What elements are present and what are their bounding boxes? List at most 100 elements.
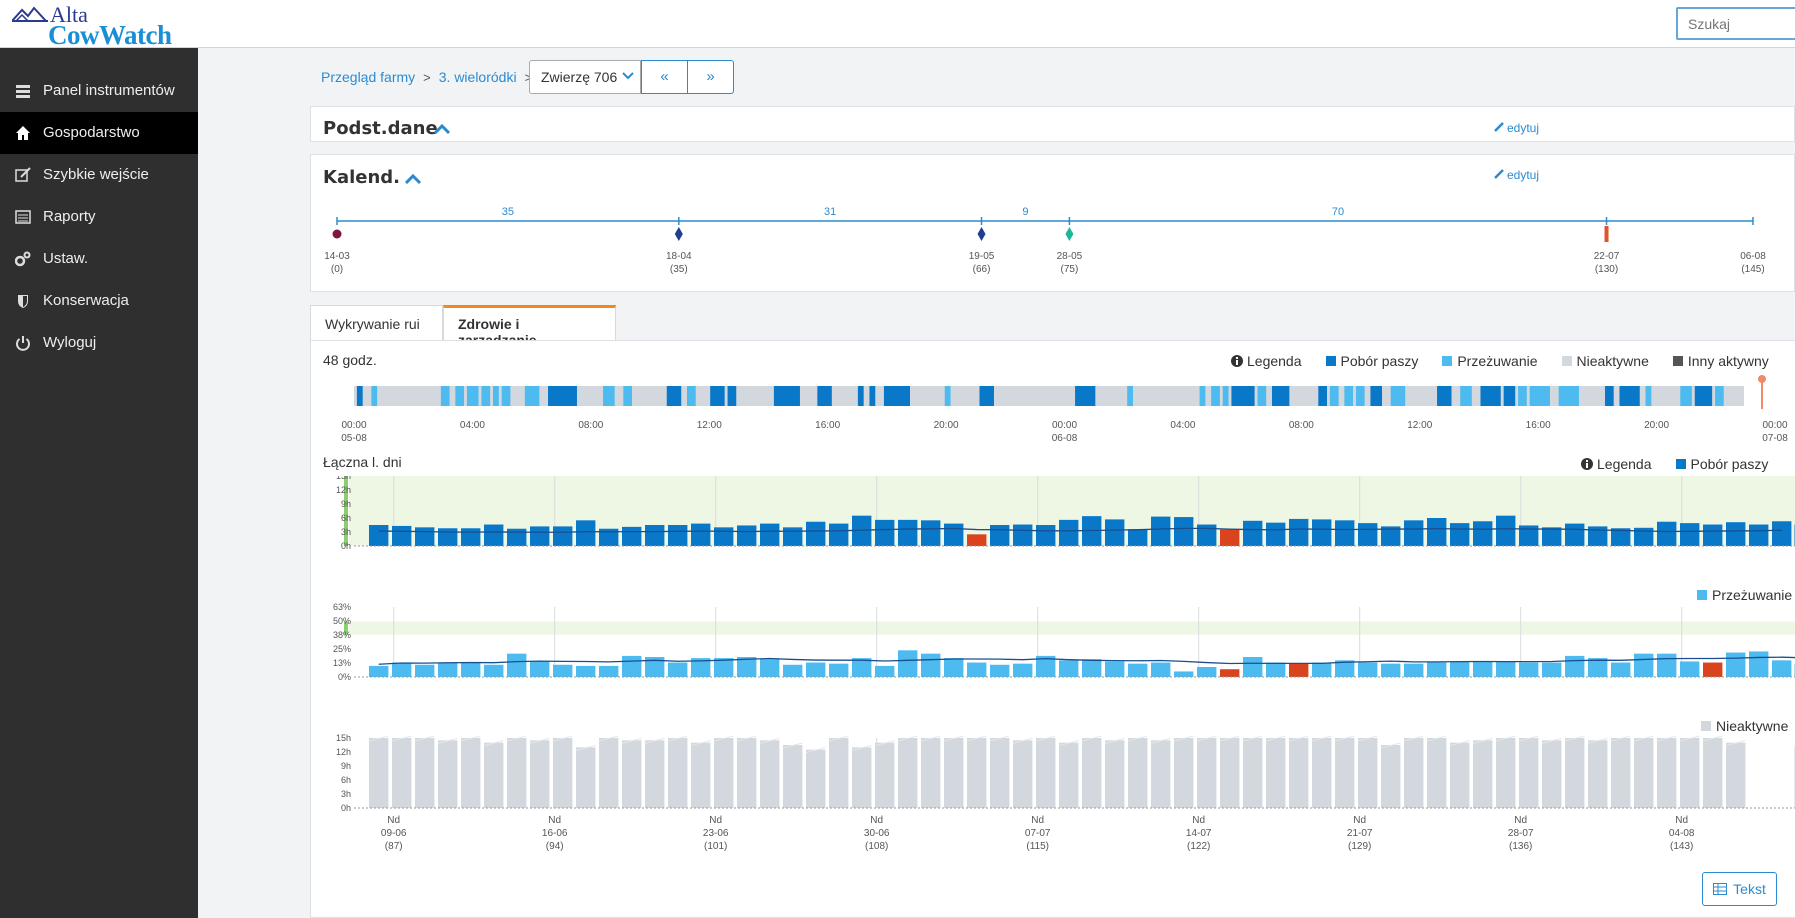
daily-bar[interactable] — [1174, 671, 1194, 677]
daily-bar[interactable] — [622, 655, 642, 677]
daily-bar[interactable] — [1289, 518, 1309, 546]
daily-bar[interactable] — [1404, 663, 1424, 677]
daily-bar[interactable] — [1680, 523, 1700, 546]
daily-bar[interactable] — [645, 525, 665, 546]
daily-bar[interactable] — [622, 526, 642, 546]
daily-bar[interactable] — [714, 738, 734, 808]
daily-bar[interactable] — [415, 664, 435, 677]
daily-bar[interactable] — [944, 738, 964, 808]
daily-bar[interactable] — [1013, 663, 1033, 677]
sidebar-item-reports[interactable]: Raporty — [0, 196, 198, 238]
daily-bar[interactable] — [1036, 738, 1056, 808]
daily-bar[interactable] — [576, 747, 596, 808]
search-input[interactable] — [1676, 7, 1795, 40]
daily-bar[interactable] — [1749, 651, 1769, 677]
daily-bar[interactable] — [760, 659, 780, 677]
daily-bar[interactable] — [1565, 738, 1585, 808]
sidebar-item-farm[interactable]: Gospodarstwo — [0, 112, 198, 154]
daily-bar[interactable] — [461, 738, 481, 808]
daily-bar[interactable] — [1588, 740, 1608, 808]
daily-bar[interactable] — [1381, 663, 1401, 677]
daily-bar[interactable] — [1703, 524, 1723, 546]
daily-bar[interactable] — [1404, 520, 1424, 546]
daily-bar[interactable] — [484, 524, 504, 546]
daily-bar[interactable] — [990, 664, 1010, 677]
daily-bar[interactable] — [599, 738, 619, 808]
daily-bar[interactable] — [1473, 521, 1493, 546]
daily-bar[interactable] — [1266, 522, 1286, 546]
daily-bar[interactable] — [1381, 745, 1401, 808]
daily-bar[interactable] — [369, 665, 389, 677]
daily-bar[interactable] — [507, 528, 527, 546]
daily-bar[interactable] — [461, 528, 481, 546]
daily-bar[interactable] — [1358, 662, 1378, 677]
daily-bar[interactable] — [599, 528, 619, 546]
daily-bar[interactable] — [507, 653, 527, 677]
daily-bar[interactable] — [806, 521, 826, 546]
daily-bar[interactable] — [967, 738, 987, 808]
daily-bar[interactable] — [1634, 653, 1654, 677]
daily-bar[interactable] — [599, 665, 619, 677]
daily-bar[interactable] — [392, 662, 412, 677]
daily-bar[interactable] — [967, 534, 987, 546]
daily-bar[interactable] — [369, 738, 389, 808]
daily-bar[interactable] — [1243, 738, 1263, 808]
daily-bar[interactable] — [1496, 738, 1516, 808]
daily-bar[interactable] — [1059, 519, 1079, 546]
sidebar-item-quick-entry[interactable]: Szybkie wejście — [0, 154, 198, 196]
sidebar-item-maintenance[interactable]: Konserwacja — [0, 280, 198, 322]
daily-bar[interactable] — [1013, 740, 1033, 808]
daily-bar[interactable] — [1358, 738, 1378, 808]
daily-bar[interactable] — [806, 749, 826, 808]
daily-bar[interactable] — [852, 658, 872, 677]
daily-bar[interactable] — [530, 661, 550, 677]
daily-bar[interactable] — [921, 653, 941, 677]
daily-bar[interactable] — [783, 745, 803, 808]
daily-bar[interactable] — [530, 526, 550, 546]
timeline-event-marker[interactable] — [332, 229, 342, 239]
daily-bar[interactable] — [990, 738, 1010, 808]
daily-bar[interactable] — [875, 665, 895, 677]
app-logo[interactable]: Alta CowWatch — [12, 2, 202, 50]
daily-bar[interactable] — [438, 662, 458, 677]
daily-bar[interactable] — [944, 523, 964, 546]
daily-bar[interactable] — [1243, 520, 1263, 546]
daily-bar[interactable] — [691, 658, 711, 677]
daily-bar[interactable] — [1151, 662, 1171, 677]
daily-bar[interactable] — [553, 526, 573, 546]
daily-bar[interactable] — [645, 740, 665, 808]
daily-bar[interactable] — [576, 520, 596, 546]
daily-bar[interactable] — [507, 738, 527, 808]
daily-bar[interactable] — [1266, 738, 1286, 808]
sidebar-item-logout[interactable]: Wyloguj — [0, 322, 198, 364]
daily-bar[interactable] — [1105, 519, 1125, 546]
daily-bar[interactable] — [668, 738, 688, 808]
daily-bar[interactable] — [1335, 520, 1355, 546]
daily-bar[interactable] — [1427, 662, 1447, 677]
daily-bar[interactable] — [1220, 669, 1240, 677]
daily-bar[interactable] — [1450, 742, 1470, 808]
tab-health-management[interactable]: Zdrowie i zarządzanie — [443, 305, 616, 348]
daily-bar[interactable] — [1542, 527, 1562, 546]
daily-bar[interactable] — [1174, 738, 1194, 808]
daily-bar[interactable] — [921, 520, 941, 546]
daily-bar[interactable] — [760, 523, 780, 546]
daily-bar[interactable] — [714, 527, 734, 546]
daily-bar[interactable] — [1611, 662, 1631, 677]
legend-info-button[interactable]: Legenda — [1231, 353, 1302, 369]
daily-bar[interactable] — [645, 657, 665, 677]
daily-bar[interactable] — [484, 742, 504, 808]
daily-bar[interactable] — [1151, 740, 1171, 808]
daily-bar[interactable] — [1473, 740, 1493, 808]
daily-bar[interactable] — [1128, 663, 1148, 677]
daily-bar[interactable] — [1220, 529, 1240, 546]
daily-bar[interactable] — [1726, 652, 1746, 677]
daily-bar[interactable] — [783, 527, 803, 546]
daily-bar[interactable] — [1128, 529, 1148, 546]
daily-bar[interactable] — [1243, 657, 1263, 677]
collapse-icon[interactable] — [405, 174, 421, 184]
daily-bar[interactable] — [898, 738, 918, 808]
daily-bar[interactable] — [1565, 655, 1585, 677]
daily-bar[interactable] — [852, 515, 872, 546]
daily-bar[interactable] — [898, 519, 918, 546]
